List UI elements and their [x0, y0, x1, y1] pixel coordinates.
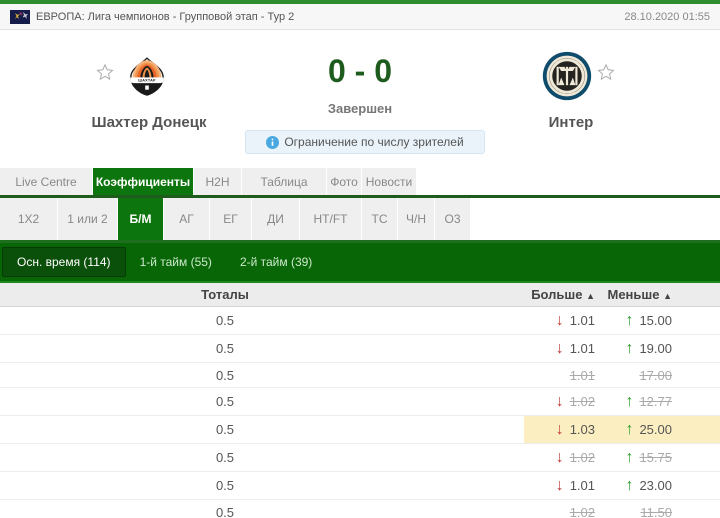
svg-text:ШАХТАР: ШАХТАР: [138, 78, 156, 82]
